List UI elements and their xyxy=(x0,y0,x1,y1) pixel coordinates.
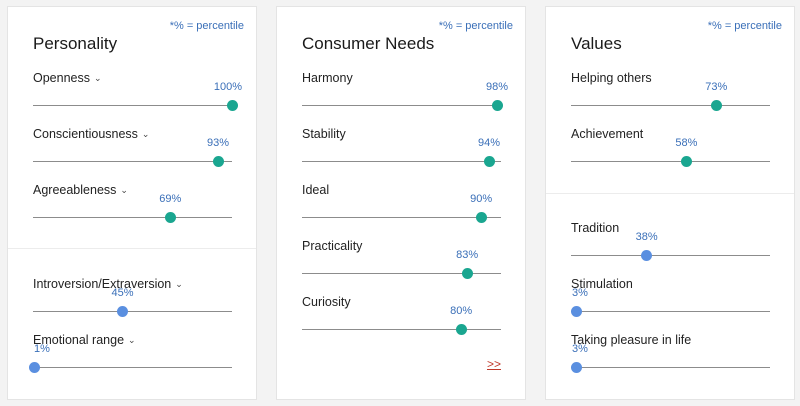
need-ideal: Ideal 90% xyxy=(302,183,501,239)
trait-percent: 3% xyxy=(572,287,588,299)
trait-dot xyxy=(710,100,722,111)
trait-dot xyxy=(164,212,176,223)
trait-dropdown[interactable]: Agreeableness ⌄ xyxy=(33,183,128,197)
trait-track xyxy=(33,161,232,162)
trait-label: Achievement xyxy=(571,127,644,141)
trait-label: Harmony xyxy=(302,71,353,85)
percentile-note: *% = percentile xyxy=(438,20,513,32)
trait-percent: 69% xyxy=(159,193,182,205)
values-card: *% = percentile Values Helping others 73… xyxy=(545,6,795,400)
need-practicality: Practicality 83% xyxy=(302,239,501,295)
trait-track xyxy=(302,217,501,218)
trait-percent: 98% xyxy=(485,81,509,93)
trait-dot xyxy=(461,268,473,279)
trait-dot xyxy=(571,306,583,317)
personality-title: Personality xyxy=(33,34,118,53)
trait-percent: 93% xyxy=(207,137,230,149)
trait-track xyxy=(571,255,770,256)
trait-label: Conscientiousness xyxy=(33,127,138,141)
trait-track xyxy=(571,105,770,106)
trait-dropdown[interactable]: Emotional range ⌄ xyxy=(33,333,136,347)
trait-label: Agreeableness xyxy=(33,183,117,197)
trait-label: Practicality xyxy=(302,239,363,253)
percentile-note: *% = percentile xyxy=(707,20,782,32)
show-more-link[interactable]: >> xyxy=(486,357,501,371)
trait-label: Ideal xyxy=(302,183,330,197)
trait-percent: 38% xyxy=(635,231,658,243)
percentile-note: *% = percentile xyxy=(169,20,244,32)
trait-dropdown[interactable]: Openness ⌄ xyxy=(33,71,102,85)
values-title: Values xyxy=(571,34,622,53)
trait-openness: Openness ⌄ 100% xyxy=(33,71,242,127)
chevron-down-icon: ⌄ xyxy=(93,73,102,83)
trait-percent: 58% xyxy=(675,137,698,149)
trait-label: Helping others xyxy=(571,71,652,85)
chevron-down-icon: ⌄ xyxy=(141,129,150,139)
trait-track xyxy=(33,311,232,312)
trait-dot xyxy=(491,100,503,111)
need-curiosity: Curiosity 80% xyxy=(302,295,501,351)
personality-card: *% = percentile Personality Openness ⌄ 10… xyxy=(7,6,257,400)
section-divider xyxy=(546,193,794,194)
trait-dot xyxy=(475,212,487,223)
trait-dot xyxy=(641,250,653,261)
trait-dot xyxy=(455,324,467,335)
trait-label: Tradition xyxy=(571,221,620,235)
trait-track xyxy=(302,329,501,330)
trait-dot xyxy=(117,306,129,317)
value-helping-others: Helping others 73% xyxy=(571,71,770,127)
need-stability: Stability 94% xyxy=(302,127,501,183)
trait-dot xyxy=(483,156,495,167)
need-harmony: Harmony 98% xyxy=(302,71,508,127)
section-divider xyxy=(8,248,256,249)
trait-label: Openness xyxy=(33,71,90,85)
trait-dot xyxy=(226,100,238,111)
trait-track xyxy=(302,273,501,274)
trait-dot xyxy=(571,362,583,373)
trait-label: Emotional range xyxy=(33,333,125,347)
trait-dropdown[interactable]: Introversion/Extraversion ⌄ xyxy=(33,277,183,291)
chevron-down-icon: ⌄ xyxy=(120,185,128,195)
trait-introversion-extraversion: Introversion/Extraversion ⌄ 45% xyxy=(33,277,232,333)
trait-track xyxy=(33,217,232,218)
trait-track xyxy=(571,161,770,162)
trait-percent: 94% xyxy=(478,137,501,149)
chevron-down-icon: ⌄ xyxy=(128,335,136,345)
trait-track xyxy=(33,367,232,368)
trait-percent: 80% xyxy=(450,305,473,317)
trait-percent: 45% xyxy=(111,287,134,299)
trait-dot xyxy=(29,362,41,373)
trait-percent: 73% xyxy=(705,81,728,93)
trait-percent: 3% xyxy=(572,343,588,355)
trait-dot xyxy=(212,156,224,167)
chevron-down-icon: ⌄ xyxy=(175,279,183,289)
trait-percent: 100% xyxy=(213,81,243,93)
trait-label: Taking pleasure in life xyxy=(571,333,692,347)
value-stimulation: Stimulation 3% xyxy=(571,277,770,333)
trait-emotional-range: Emotional range ⌄ 1% xyxy=(29,333,232,389)
trait-track xyxy=(33,105,232,106)
trait-conscientiousness: Conscientiousness ⌄ 93% xyxy=(33,127,232,183)
consumer-needs-title: Consumer Needs xyxy=(302,34,435,53)
value-achievement: Achievement 58% xyxy=(571,127,770,183)
trait-track xyxy=(302,161,501,162)
trait-label: Stability xyxy=(302,127,346,141)
trait-label: Curiosity xyxy=(302,295,351,309)
trait-percent: 1% xyxy=(34,343,50,355)
trait-label: Stimulation xyxy=(571,277,633,291)
trait-dot xyxy=(680,156,692,167)
consumer-needs-card: *% = percentile Consumer Needs Harmony 9… xyxy=(276,6,526,400)
trait-agreeableness: Agreeableness ⌄ 69% xyxy=(33,183,232,239)
trait-track xyxy=(571,367,770,368)
trait-dropdown[interactable]: Conscientiousness ⌄ xyxy=(33,127,149,141)
trait-percent: 90% xyxy=(470,193,493,205)
value-tradition: Tradition 38% xyxy=(571,221,770,277)
trait-track xyxy=(302,105,501,106)
value-taking-pleasure-in-life: Taking pleasure in life 3% xyxy=(571,333,770,389)
trait-percent: 83% xyxy=(456,249,479,261)
trait-track xyxy=(571,311,770,312)
trait-label: Introversion/Extraversion xyxy=(33,277,172,291)
